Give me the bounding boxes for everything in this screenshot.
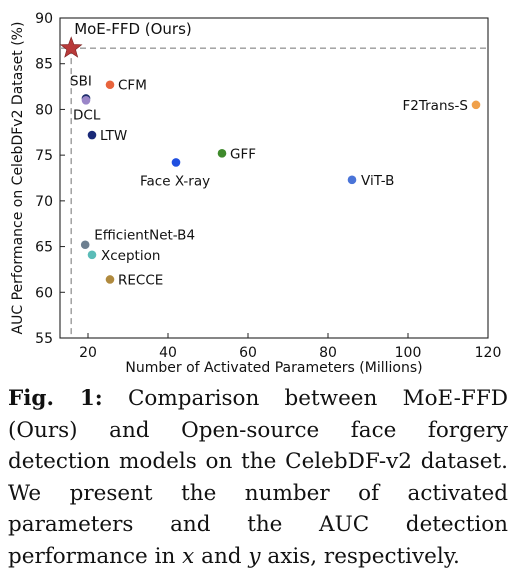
point-label-xception: Xception (101, 248, 160, 264)
point-label-dcl: DCL (73, 107, 101, 123)
x-tick-label: 100 (395, 345, 422, 361)
point-cfm (105, 80, 115, 90)
point-star-moe-ffd-ours (59, 36, 83, 58)
point-efficientnet-b4 (80, 240, 90, 250)
point-label-efficientnet-b4: EfficientNet-B4 (94, 228, 195, 244)
y-axis-title: AUC Performance on CelebDFv2 Dataset (%) (10, 22, 26, 335)
figure-caption: Fig. 1: Comparison between MoE-FFD (Ours… (8, 383, 508, 572)
point-vit-b (347, 175, 357, 185)
plot-frame (59, 17, 489, 339)
scatter-chart: 20 40 60 80 100 120 55 60 65 70 75 80 85 90 MoE-FFD (… (10, 11, 501, 376)
x-tick-label: 80 (319, 345, 337, 361)
y-tick-label: 65 (35, 240, 53, 256)
point-dcl (81, 95, 91, 105)
plot-axes: 20 40 60 80 100 120 55 60 65 70 75 80 85 90 (35, 11, 501, 361)
point-xception (87, 250, 97, 260)
point-gff (217, 149, 227, 158)
reference-lines (60, 47, 488, 338)
point-label-f2trans-s: F2Trans-S (403, 98, 468, 114)
caption-text-part-3: axis, respectively. (260, 543, 460, 569)
caption-y-variable: y (248, 543, 261, 569)
figure-label: Fig. 1: (8, 386, 103, 411)
point-ltw (87, 130, 97, 140)
point-face-x-ray (171, 158, 181, 167)
point-label-vit-b: ViT-B (361, 173, 394, 189)
point-label-face-x-ray: Face X-ray (140, 173, 210, 189)
point-recce (105, 275, 115, 284)
y-tick-label: 80 (35, 102, 53, 118)
x-tick-label: 40 (159, 345, 177, 361)
x-tick-label: 20 (79, 345, 97, 361)
x-tick-label: 120 (475, 345, 502, 361)
data-points (59, 36, 481, 284)
y-tick-label: 60 (35, 285, 53, 301)
point-label-moe-ffd-ours: MoE-FFD (Ours) (74, 20, 192, 38)
point-label-recce: RECCE (118, 272, 163, 288)
x-tick-label: 60 (239, 345, 257, 361)
point-label-gff: GFF (230, 146, 256, 162)
x-axis-title: Number of Activated Parameters (Millions… (125, 360, 422, 376)
caption-x-variable: x (182, 543, 195, 569)
point-label-ltw: LTW (100, 128, 127, 144)
y-tick-label: 90 (35, 11, 53, 27)
y-tick-label: 70 (35, 194, 53, 210)
caption-text-part-2: and (194, 543, 249, 569)
y-tick-label: 85 (35, 57, 53, 73)
point-f2trans-s (471, 100, 481, 110)
caption-text-part-1: Comparison between MoE-FFD (Ours) and Op… (8, 386, 508, 569)
point-label-cfm: CFM (118, 78, 147, 94)
point-label-sbi: SBI (70, 73, 92, 89)
y-tick-label: 75 (35, 148, 53, 164)
point-labels: MoE-FFD (Ours) SBI DCL CFM LTW Face X-ray GFF V… (70, 20, 468, 288)
y-tick-label: 55 (35, 331, 53, 347)
